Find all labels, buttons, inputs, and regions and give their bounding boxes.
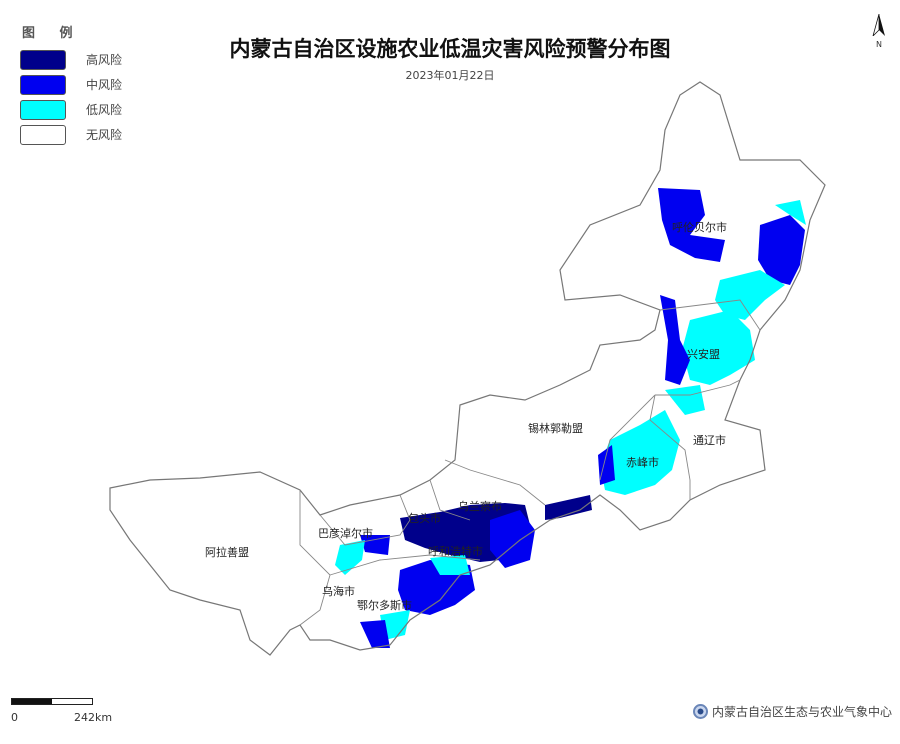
region-label: 锡林郭勒盟 [528,421,583,435]
map-title: 内蒙古自治区设施农业低温灾害风险预警分布图 [229,37,671,61]
risk-area-low [715,270,785,320]
region-label: 包头市 [408,511,441,525]
scale-end-label: 242km [74,711,113,724]
legend-item-high: 高风险 [20,47,122,72]
region-label: 阿拉善盟 [205,545,249,559]
scale-bar-graphic [11,698,93,705]
legend-swatch [20,49,66,70]
risk-area-low [600,410,680,495]
legend-label: 高风险 [86,53,123,67]
legend-swatch [20,99,66,120]
risk-area-medium [660,295,690,385]
legend-label: 中风险 [86,78,123,92]
legend-swatch [20,74,66,95]
risk-area-low [380,610,410,640]
risk-area-medium [490,510,535,568]
legend-title: 图 例 [22,26,83,41]
risk-area-low [775,200,806,225]
province-outline [109,81,826,656]
region-label: 乌海市 [322,584,355,598]
credit-text: 内蒙古自治区生态与农业气象中心 [711,705,892,719]
legend-label: 低风险 [86,103,123,117]
risk-area-low [665,385,705,415]
region-label: 赤峰市 [626,455,659,469]
region-labels: 呼伦贝尔市 兴安盟 锡林郭勒盟 通辽市 赤峰市 乌兰察布 包头市 巴彦淖尔市 呼… [205,220,727,612]
region-label: 巴彦淖尔市 [318,526,373,540]
risk-area-low [335,540,365,575]
legend-item-none: 无风险 [20,122,122,147]
north-label: N [876,40,882,49]
north-arrow-icon [872,13,885,38]
legend-item-low: 低风险 [20,97,122,122]
region-label: 呼伦贝尔市 [672,220,727,234]
region-boundaries [299,299,761,626]
map-date: 2023年01月22日 [405,69,495,82]
risk-area-medium [598,445,615,485]
risk-area-medium [360,535,390,555]
risk-area-low [682,310,755,385]
scale-start-label: 0 [11,711,18,724]
region-label: 呼和浩特市 [428,544,483,558]
risk-area-low [430,555,470,575]
region-label: 兴安盟 [687,347,720,361]
region-label: 乌兰察布 [458,499,502,513]
north-arrow: N [869,13,889,49]
scale-bar: 0 242km [11,698,112,724]
risk-area-medium [658,188,725,262]
risk-area-medium [360,620,390,648]
region-label: 鄂尔多斯市 [357,598,412,612]
organization-logo-icon [692,704,708,719]
legend-swatch [20,124,66,145]
region-label: 通辽市 [693,433,726,447]
legend-label: 无风险 [86,128,123,142]
risk-areas [335,188,806,648]
risk-area-medium [758,215,805,285]
credit: 内蒙古自治区生态与农业气象中心 [692,703,892,720]
legend: 图 例 高风险 中风险 低风险 无风险 [20,22,122,147]
legend-item-medium: 中风险 [20,72,122,97]
risk-area-high [545,495,592,520]
